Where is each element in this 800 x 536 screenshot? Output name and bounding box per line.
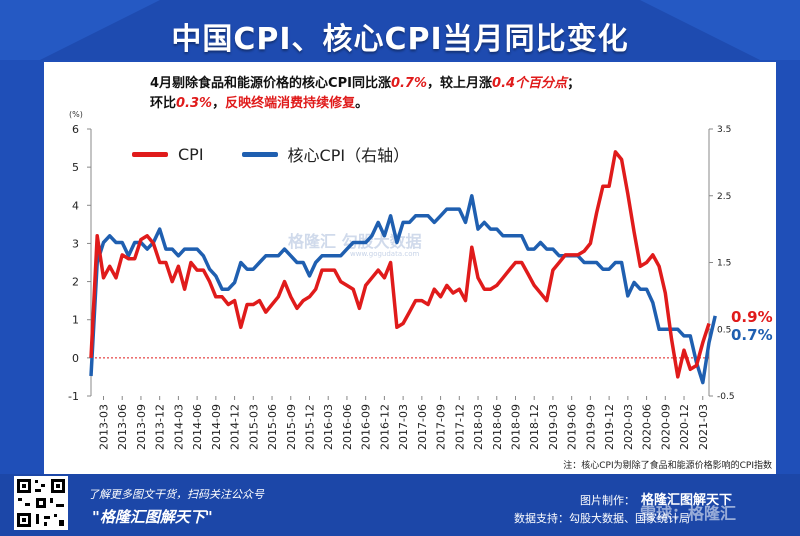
y-tick-label-left: 4 (72, 199, 79, 212)
x-tick-label: 2017-06 (416, 404, 429, 450)
x-tick-label: 2015-03 (247, 404, 260, 450)
x-tick-label: 2015-09 (285, 404, 298, 450)
legend-label-core: 核心CPI（右轴） (287, 146, 410, 165)
footer-brand: "格隆汇图解天下" (92, 508, 213, 526)
legend-swatch-cpi (132, 151, 168, 157)
subtitle-text: ； (567, 76, 581, 91)
series-line-cpi (89, 150, 711, 379)
subtitle-text: 4月剔除食品和能源价格的核心CPI同比涨 (150, 76, 391, 91)
x-tick-label: 2014-09 (210, 404, 223, 450)
subtitle-text: 。 (355, 96, 369, 111)
y-tick-label-right: -0.5 (717, 392, 735, 402)
x-tick-label: 2015-12 (303, 404, 316, 450)
y-tick-label-left: 6 (72, 123, 79, 136)
x-tick-label: 2018-09 (509, 404, 522, 450)
subtitle-text: 环比 (150, 96, 177, 111)
qr-code-icon (17, 479, 65, 527)
y-tick-label-left: 3 (72, 237, 79, 250)
footer-watermark: 雪球：格隆汇 (640, 504, 737, 523)
page-title: 中国CPI、核心CPI当月同比变化 (171, 22, 629, 57)
credit-label: 图片制作： (580, 494, 635, 507)
x-tick-label: 2019-03 (547, 404, 560, 450)
x-tick-label: 2014-12 (229, 404, 242, 450)
x-tick-label: 2013-06 (116, 404, 129, 450)
x-tick-label: 2019-12 (603, 404, 616, 450)
footer-credit-made: 图片制作： 格隆汇图解天下 (580, 489, 732, 508)
x-tick-label: 2021-03 (697, 404, 710, 450)
series-line-core-cpi (89, 194, 717, 385)
x-tick-label: 2017-09 (435, 404, 448, 450)
x-tick-label: 2016-09 (360, 404, 373, 450)
subtitle-highlight: 0.7% (390, 76, 428, 91)
y-tick-label-left: 0 (72, 352, 79, 365)
x-tick-label: 2017-12 (453, 404, 466, 450)
x-tick-label: 2016-03 (322, 404, 335, 450)
chart-legend: CPI 核心CPI（右轴） (132, 142, 447, 166)
y-axis-unit: (%) (69, 110, 83, 119)
y-tick-label-right: 2.5 (717, 192, 731, 202)
subtitle-highlight: 反映终端消费持续修复 (225, 96, 356, 111)
x-tick-label: 2013-03 (97, 404, 110, 450)
watermark-url: www.gogudata.com (350, 250, 420, 258)
legend-swatch-core (241, 151, 278, 157)
subtitle-highlight: 0.3% (176, 96, 213, 111)
legend-item-cpi: CPI (132, 145, 204, 164)
x-tick-label: 2019-06 (566, 404, 579, 450)
chart-subtitle: 4月剔除食品和能源价格的核心CPI同比涨0.7%，较上月涨0.4个百分点； 环比… (150, 74, 760, 114)
x-tick-label: 2014-06 (191, 404, 204, 450)
footer-promo: 了解更多图文干货，扫码关注公众号 (88, 488, 264, 501)
legend-item-core: 核心CPI（右轴） (241, 142, 410, 166)
end-label-cpi: 0.9% (731, 308, 773, 326)
footer-credit-source: 数据支持：勾股大数据、国家统计局 (514, 512, 690, 525)
y-tick-label-right: 3.5 (717, 125, 731, 135)
x-tick-label: 2020-06 (641, 404, 654, 450)
x-tick-label: 2018-12 (528, 404, 541, 450)
x-tick-label: 2019-09 (584, 404, 597, 450)
x-tick-label: 2020-09 (659, 404, 672, 450)
x-tick-label: 2020-12 (678, 404, 691, 450)
subtitle-text: ， (212, 96, 226, 111)
credit-value: 格隆汇图解天下 (641, 493, 733, 508)
subtitle-text: ，较上月涨 (427, 76, 493, 91)
y-tick-label-left: 5 (72, 161, 79, 174)
y-tick-label-right: 1.5 (717, 259, 731, 269)
qr-code[interactable] (14, 476, 68, 530)
x-tick-label: 2016-06 (341, 404, 354, 450)
y-tick-label-left: 2 (72, 276, 79, 289)
x-tick-label: 2018-06 (491, 404, 504, 450)
legend-label-cpi: CPI (178, 144, 204, 164)
subtitle-highlight: 0.4个百分点 (492, 76, 568, 91)
chart-footnote: 注：核心CPI为剔除了食品和能源价格影响的CPI指数 (563, 461, 772, 471)
x-tick-label: 2020-03 (622, 404, 635, 450)
y-tick-label-left: 1 (72, 314, 79, 327)
x-tick-label: 2013-12 (154, 404, 167, 450)
y-tick-label-left: -1 (68, 390, 79, 403)
x-tick-label: 2015-06 (266, 404, 279, 450)
x-tick-label: 2018-03 (472, 404, 485, 450)
x-tick-label: 2016-12 (378, 404, 391, 450)
x-tick-label: 2017-03 (397, 404, 410, 450)
x-tick-label: 2013-09 (135, 404, 148, 450)
end-label-core: 0.7% (731, 326, 773, 344)
x-tick-label: 2014-03 (172, 404, 185, 450)
y-tick-label-right: 0.5 (717, 325, 731, 335)
